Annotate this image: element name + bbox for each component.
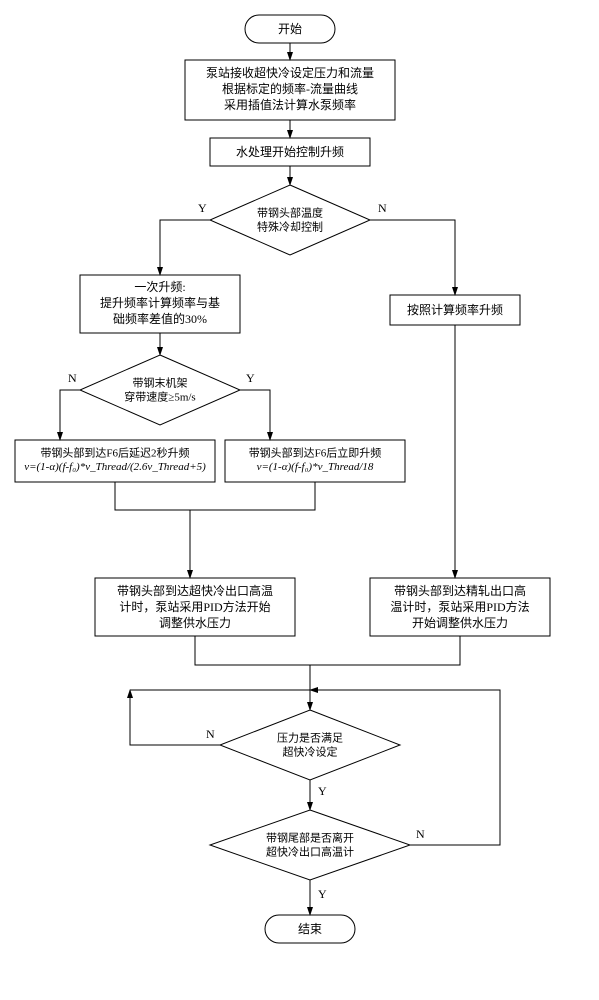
svg-text:温计时，泵站采用PID方法: 温计时，泵站采用PID方法 bbox=[390, 599, 529, 614]
yes-label: Y bbox=[198, 201, 207, 215]
svg-text:带钢头部温度: 带钢头部温度 bbox=[257, 206, 323, 220]
end-label: 结束 bbox=[298, 922, 322, 936]
svg-text:水处理开始控制升频: 水处理开始控制升频 bbox=[236, 145, 344, 159]
svg-text:超快冷设定: 超快冷设定 bbox=[283, 745, 338, 759]
pressure-decision: 压力是否满足 超快冷设定 bbox=[220, 710, 400, 780]
svg-text:础频率差值的30%: 础频率差值的30% bbox=[113, 311, 207, 326]
svg-text:带钢头部到达超快冷出口高温: 带钢头部到达超快冷出口高温 bbox=[117, 583, 273, 598]
bycalc-box: 按照计算频率升频 bbox=[390, 295, 520, 325]
svg-text:Y: Y bbox=[318, 784, 327, 798]
svg-text:一次升频:: 一次升频: bbox=[134, 280, 185, 294]
svg-text:计时，泵站采用PID方法开始: 计时，泵站采用PID方法开始 bbox=[119, 599, 270, 614]
svg-text:特殊冷却控制: 特殊冷却控制 bbox=[257, 220, 323, 234]
svg-text:带钢尾部是否离开: 带钢尾部是否离开 bbox=[266, 831, 354, 845]
svg-text:带钢头部到达F6后立即升频: 带钢头部到达F6后立即升频 bbox=[249, 446, 382, 460]
end-node: 结束 bbox=[265, 915, 355, 943]
svg-text:带钢末机架: 带钢末机架 bbox=[133, 376, 188, 390]
svg-text:按照计算频率升频: 按照计算频率升频 bbox=[407, 302, 503, 317]
svg-text:提升频率计算频率与基: 提升频率计算频率与基 bbox=[100, 295, 220, 310]
svg-text:带钢头部到达精轧出口高: 带钢头部到达精轧出口高 bbox=[394, 583, 526, 598]
svg-text:N: N bbox=[416, 827, 425, 841]
svg-text:v=(1-α)(f-f₀)*v_Thread/(2.6v_T: v=(1-α)(f-f₀)*v_Thread/(2.6v_Thread+5) bbox=[24, 461, 206, 473]
svg-text:压力是否满足: 压力是否满足 bbox=[277, 732, 343, 745]
svg-text:泵站接收超快冷设定压力和流量: 泵站接收超快冷设定压力和流量 bbox=[206, 65, 374, 80]
svg-text:Y: Y bbox=[318, 887, 327, 901]
svg-text:N: N bbox=[206, 727, 215, 741]
left-formula-box: 带钢头部到达F6后延迟2秒升频 v=(1-α)(f-f₀)*v_Thread/(… bbox=[15, 440, 215, 482]
svg-text:根据标定的频率-流量曲线: 根据标定的频率-流量曲线 bbox=[222, 81, 358, 96]
svg-text:穿带速度≥5m/s: 穿带速度≥5m/s bbox=[124, 390, 195, 404]
pid-right-box: 带钢头部到达精轧出口高 温计时，泵站采用PID方法 开始调整供水压力 bbox=[370, 578, 550, 636]
svg-text:N: N bbox=[68, 371, 77, 385]
svg-text:超快冷出口高温计: 超快冷出口高温计 bbox=[266, 845, 354, 859]
svg-text:采用插值法计算水泵频率: 采用插值法计算水泵频率 bbox=[224, 97, 356, 112]
svg-text:带钢头部到达F6后延迟2秒升频: 带钢头部到达F6后延迟2秒升频 bbox=[40, 446, 189, 460]
start-label: 开始 bbox=[278, 22, 302, 36]
no-label: N bbox=[378, 201, 387, 215]
speed-decision: 带钢末机架 穿带速度≥5m/s bbox=[80, 355, 240, 425]
svg-text:Y: Y bbox=[246, 371, 255, 385]
svg-text:v=(1-α)(f-f₀)*v_Thread/18: v=(1-α)(f-f₀)*v_Thread/18 bbox=[257, 461, 374, 473]
right-formula-box: 带钢头部到达F6后立即升频 v=(1-α)(f-f₀)*v_Thread/18 bbox=[225, 440, 405, 482]
head-temp-decision: 带钢头部温度 特殊冷却控制 bbox=[210, 185, 370, 255]
svg-text:调整供水压力: 调整供水压力 bbox=[159, 615, 231, 630]
water-treat-box: 水处理开始控制升频 bbox=[210, 138, 370, 166]
start-node: 开始 bbox=[245, 15, 335, 43]
recv-box: 泵站接收超快冷设定压力和流量 根据标定的频率-流量曲线 采用插值法计算水泵频率 bbox=[185, 60, 395, 120]
pid-left-box: 带钢头部到达超快冷出口高温 计时，泵站采用PID方法开始 调整供水压力 bbox=[95, 578, 295, 636]
svg-text:开始调整供水压力: 开始调整供水压力 bbox=[412, 615, 508, 630]
first-upfreq-box: 一次升频: 提升频率计算频率与基 础频率差值的30% bbox=[80, 275, 240, 333]
tail-decision: 带钢尾部是否离开 超快冷出口高温计 bbox=[210, 810, 410, 880]
